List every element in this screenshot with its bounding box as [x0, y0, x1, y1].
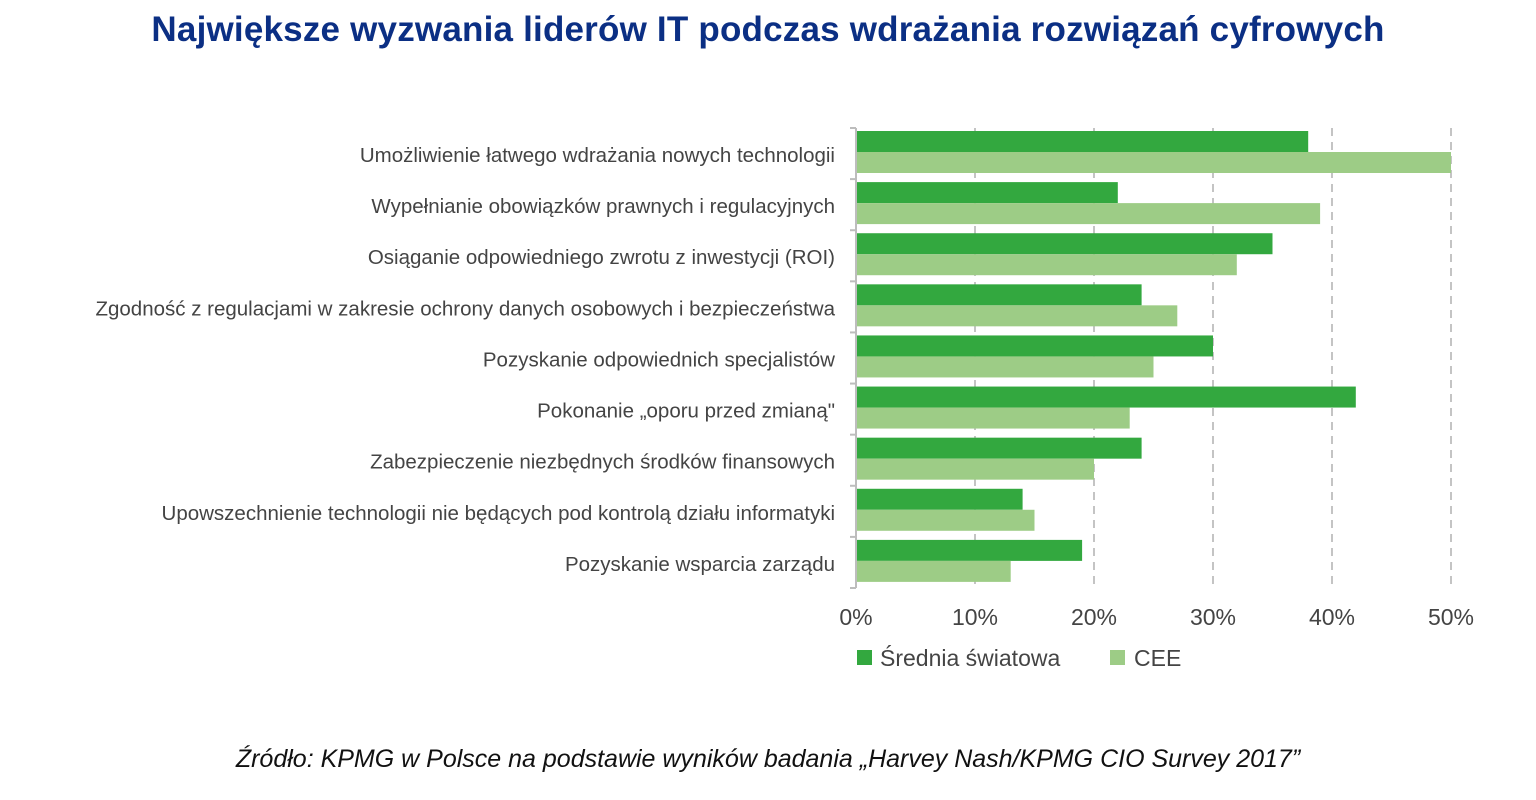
- category-label-4: Zgodność z regulacjami w zakresie ochron…: [95, 297, 835, 320]
- x-tick-labels: 0% 10% 20% 30% 40% 50%: [839, 604, 1474, 630]
- legend-label-cee: CEE: [1134, 645, 1181, 671]
- x-tick-label-30: 30%: [1190, 604, 1236, 630]
- source-note: Źródło: KPMG w Polsce na podstawie wynik…: [235, 745, 1301, 773]
- legend-label-world: Średnia światowa: [880, 644, 1060, 671]
- bar-world-4: [856, 284, 1142, 306]
- y-axis: [850, 127, 857, 589]
- bar-cee-8: [856, 509, 1035, 531]
- category-label-5: Pozyskanie odpowiednich specjalistów: [483, 348, 835, 371]
- legend: Średnia światowa CEE: [857, 644, 1181, 671]
- x-tick-label-40: 40%: [1309, 604, 1355, 630]
- category-label-1: Umożliwienie łatwego wdrażania nowych te…: [360, 144, 835, 167]
- category-label-7: Zabezpieczenie niezbędnych środków finan…: [370, 451, 835, 474]
- bar-cee-2: [856, 203, 1321, 225]
- bar-cee-3: [856, 254, 1237, 276]
- category-labels: Umożliwienie łatwego wdrażania nowych te…: [95, 144, 835, 576]
- category-label-3: Osiąganie odpowiedniego zwrotu z inwesty…: [368, 246, 835, 269]
- bar-world-2: [856, 182, 1118, 204]
- x-tick-label-50: 50%: [1428, 604, 1474, 630]
- x-tick-label-10: 10%: [952, 604, 998, 630]
- bar-world-1: [856, 131, 1309, 152]
- bar-cee-5: [856, 356, 1154, 378]
- bar-world-3: [856, 233, 1273, 255]
- bar-cee-7: [856, 458, 1094, 480]
- bar-cee-6: [856, 407, 1130, 429]
- bar-world-9: [856, 539, 1083, 561]
- bar-world-5: [856, 335, 1213, 357]
- bars: [856, 131, 1451, 582]
- x-tick-label-20: 20%: [1071, 604, 1117, 630]
- bar-cee-4: [856, 305, 1178, 327]
- bar-cee-1: [856, 152, 1451, 173]
- bar-world-6: [856, 386, 1356, 408]
- category-label-2: Wypełnianie obowiązków prawnych i regula…: [371, 195, 835, 218]
- legend-swatch-world: [857, 650, 872, 665]
- bar-world-7: [856, 437, 1142, 459]
- category-label-8: Upowszechnienie technologii nie będących…: [162, 502, 835, 525]
- category-label-6: Pokonanie „oporu przed zmianą": [537, 400, 835, 423]
- bar-world-8: [856, 488, 1023, 510]
- chart-title: Największe wyzwania liderów IT podczas w…: [151, 10, 1385, 49]
- bar-chart: Umożliwienie łatwego wdrażania nowych te…: [95, 127, 1474, 671]
- x-tick-label-0: 0%: [839, 604, 872, 630]
- category-label-9: Pozyskanie wsparcia zarządu: [565, 553, 835, 576]
- legend-swatch-cee: [1110, 650, 1125, 665]
- bar-cee-9: [856, 560, 1011, 582]
